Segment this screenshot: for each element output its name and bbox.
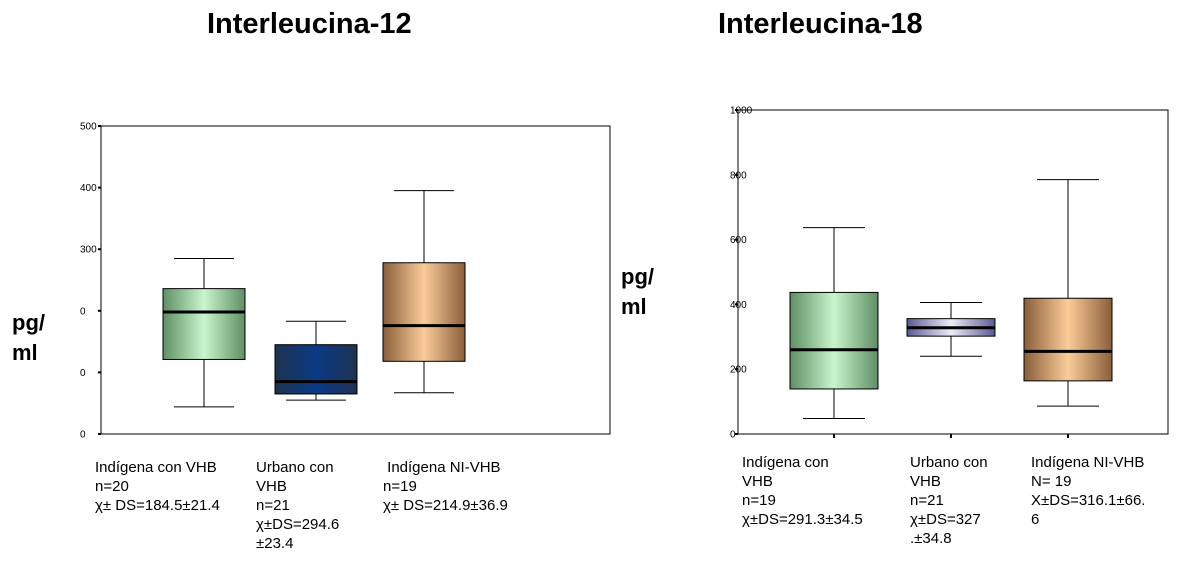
chart-2-title: Interleucina-18 (718, 8, 923, 40)
iqr-box (162, 288, 246, 360)
chart-1-ylabel: pg/ ml (12, 310, 45, 365)
chart-2-plot-frame (737, 109, 1169, 435)
chart-1-ytick-label: 400 (80, 183, 97, 194)
chart-2-caption-1: Indígena con VHB n=19 χ±DS=291.3±34.5 (742, 454, 863, 528)
chart-2-ytick-label: 0 (730, 430, 736, 441)
chart-2-box-2 (906, 301, 996, 357)
chart-1-caption-1: Indígena con VHB n=20 χ± DS=184.5±21.4 (95, 459, 220, 514)
chart-2-caption-3: Indígena NI-VHB N= 19 X±DS=316.1±66. 6 (1031, 454, 1146, 528)
chart-1-title: Interleucina-12 (207, 8, 412, 40)
chart-1-box-1 (162, 257, 246, 408)
iqr-box (382, 262, 466, 362)
chart-2-ytick-label: 200 (730, 365, 747, 376)
chart-2-ytick-label: 400 (730, 300, 747, 311)
chart-1-box-2 (274, 320, 358, 401)
chart-2-box-1 (789, 227, 879, 419)
chart-1-ytick-label: 0 (80, 306, 86, 317)
chart-2-ytick-label: 600 (730, 235, 747, 246)
chart-1-ytick-label: 0 (80, 430, 86, 441)
chart-1-box-3 (382, 190, 466, 394)
chart-2-ytick-label: 800 (730, 170, 747, 181)
chart-2-ylabel: pg/ ml (621, 264, 654, 319)
chart-1-caption-3: Indígena NI-VHB n=19 χ± DS=214.9±36.9 (383, 459, 508, 514)
chart-1-ytick-label: 300 (80, 245, 97, 256)
iqr-box (274, 344, 358, 395)
chart-1-ytick-label: 0 (80, 368, 86, 379)
iqr-box (1023, 297, 1113, 382)
iqr-box (789, 291, 879, 390)
chart-1-ytick-label: 500 (80, 122, 97, 133)
chart-2-caption-2: Urbano con VHB n=21 χ±DS=327 .±34.8 (910, 454, 988, 547)
chart-1-caption-2: Urbano con VHB n=21 χ±DS=294.6 ±23.4 (256, 459, 340, 552)
chart-2-ytick-label: 1000 (730, 106, 753, 117)
chart-2-box-3 (1023, 179, 1113, 407)
chart-1-plot-frame (100, 125, 611, 435)
